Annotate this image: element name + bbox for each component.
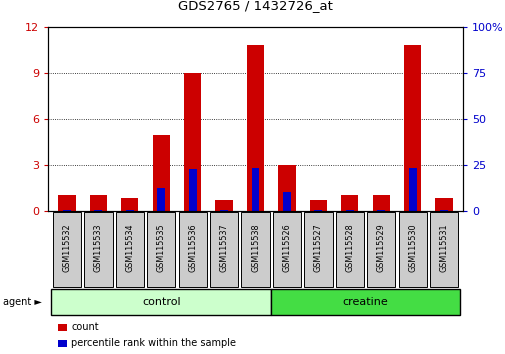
Text: GSM115526: GSM115526	[282, 224, 291, 272]
Bar	[251, 168, 259, 211]
Bar	[116, 212, 143, 287]
Bar	[89, 195, 107, 211]
Text: creatine: creatine	[342, 297, 388, 307]
Bar	[314, 210, 322, 211]
Text: count: count	[71, 322, 99, 332]
Bar	[335, 212, 363, 287]
Bar	[435, 198, 452, 211]
Bar	[304, 212, 332, 287]
Bar	[282, 192, 290, 211]
Bar	[408, 168, 416, 211]
Text: GSM115530: GSM115530	[408, 224, 416, 272]
Text: GSM115533: GSM115533	[94, 224, 103, 272]
Bar	[215, 200, 232, 211]
Bar	[367, 212, 394, 287]
Bar	[126, 210, 133, 211]
Bar	[157, 188, 165, 211]
Bar	[94, 210, 102, 211]
Bar	[377, 210, 384, 211]
Text: control: control	[141, 297, 180, 307]
Text: GSM115532: GSM115532	[62, 224, 71, 272]
Bar	[403, 45, 421, 211]
Text: GSM115531: GSM115531	[439, 224, 448, 272]
Bar	[121, 198, 138, 211]
Bar	[178, 212, 207, 287]
Bar	[51, 289, 271, 315]
Text: GDS2765 / 1432726_at: GDS2765 / 1432726_at	[178, 0, 332, 12]
Text: GSM115527: GSM115527	[313, 224, 322, 272]
Bar	[345, 210, 353, 211]
Bar	[398, 212, 426, 287]
Bar	[184, 73, 201, 211]
Text: GSM115535: GSM115535	[157, 224, 166, 272]
Bar	[340, 195, 358, 211]
Bar	[147, 212, 175, 287]
Bar	[241, 212, 269, 287]
Bar	[372, 195, 389, 211]
Text: agent ►: agent ►	[3, 297, 41, 307]
Bar	[220, 210, 228, 211]
Bar	[188, 169, 196, 211]
Bar	[53, 212, 81, 287]
Bar	[153, 136, 170, 211]
Bar	[210, 212, 238, 287]
Text: GSM115538: GSM115538	[250, 224, 260, 272]
Bar	[278, 165, 295, 211]
Bar	[439, 210, 447, 211]
Bar	[84, 212, 112, 287]
Text: percentile rank within the sample: percentile rank within the sample	[71, 338, 236, 348]
Bar	[271, 289, 459, 315]
Text: GSM115534: GSM115534	[125, 224, 134, 272]
Text: GSM115529: GSM115529	[376, 224, 385, 272]
Bar	[429, 212, 458, 287]
Bar	[309, 200, 326, 211]
Bar	[246, 45, 264, 211]
Bar	[272, 212, 300, 287]
Bar	[58, 195, 75, 211]
Text: GSM115537: GSM115537	[219, 224, 228, 272]
Text: GSM115528: GSM115528	[344, 224, 354, 272]
Bar	[63, 210, 71, 211]
Text: GSM115536: GSM115536	[188, 224, 197, 272]
